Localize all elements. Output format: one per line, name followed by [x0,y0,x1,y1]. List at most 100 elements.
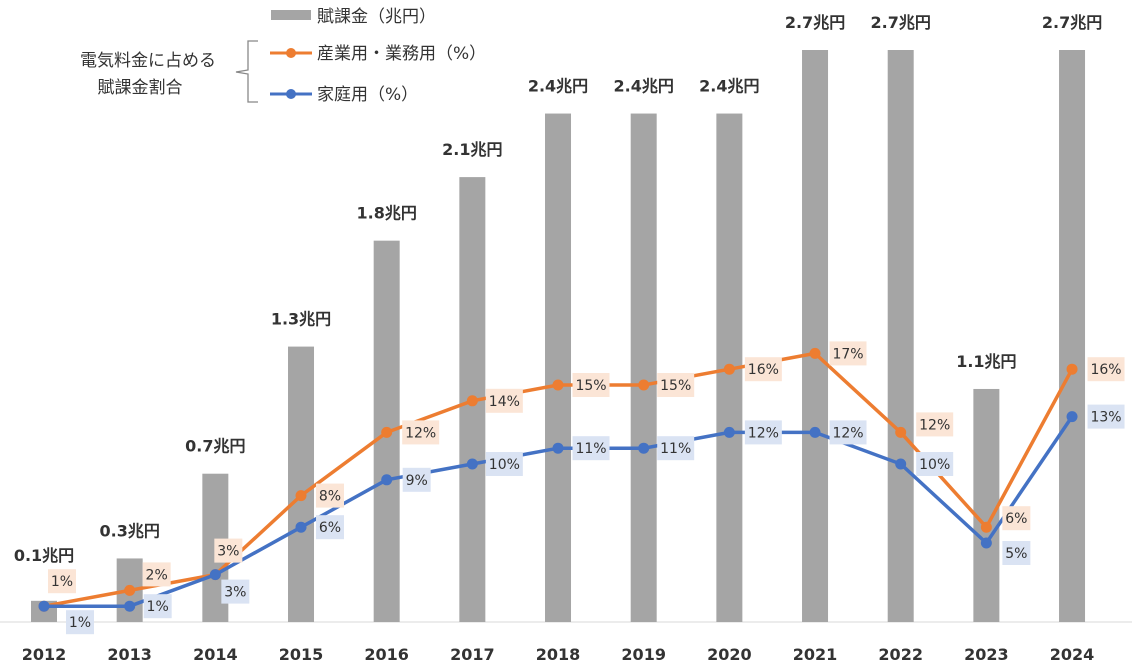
data-label: 1% [51,574,73,590]
legend-household-marker [286,89,296,99]
x-tick-label: 2018 [536,645,581,664]
legend-household-label: 家庭用（%） [317,85,418,105]
bar [887,50,914,622]
x-tick-label: 2021 [793,645,838,664]
data-label-bg [1087,404,1125,429]
data-label-bg [221,579,250,604]
data-point [38,600,50,612]
data-label-bg [744,357,782,382]
x-tick-label: 2013 [107,645,152,664]
data-label: 12% [405,425,436,441]
data-point [381,474,393,486]
data-point [638,442,650,454]
data-point [980,537,992,549]
data-point [980,521,992,533]
data-label: 10% [489,457,520,473]
x-tick-label: 2015 [279,645,324,664]
legend-group-label-2: 賦課金割合 [98,78,183,98]
data-label-bg [916,412,954,437]
data-point [466,395,478,407]
data-point [124,600,136,612]
data-point [895,426,907,438]
data-label-bg [1002,506,1031,531]
x-tick-label: 2020 [707,645,752,664]
bar [802,50,829,622]
data-label: 1% [69,615,91,631]
data-point [209,569,221,581]
data-label-bg [657,436,695,461]
data-point [1066,411,1078,423]
x-tick-label: 2019 [621,645,666,664]
x-tick-label: 2024 [1050,645,1095,664]
data-label-bg [402,467,431,492]
x-tick-label: 2014 [193,645,238,664]
data-label-bg [829,420,867,445]
data-label-bg [402,420,440,445]
data-point [1066,363,1078,375]
data-label: 16% [1090,362,1121,378]
data-point [381,426,393,438]
x-tick-label: 2012 [22,645,67,664]
bar-value-label: 2.7兆円 [1042,13,1102,32]
data-label: 9% [406,473,428,489]
data-label: 12% [919,417,950,433]
data-point [723,426,735,438]
data-label-bg [572,436,610,461]
data-label-bg [143,594,172,619]
bar-value-label: 2.4兆円 [528,77,588,96]
data-point [809,347,821,359]
data-label: 13% [1090,410,1121,426]
data-label-bg [66,610,94,635]
data-point [295,521,307,533]
data-label: 12% [832,425,863,441]
data-label-bg [657,373,695,397]
bar-value-label: 2.1兆円 [442,140,502,159]
legend-brace [235,40,258,103]
data-point [895,458,907,470]
legend-bar-label: 賦課金（兆円） [317,7,436,27]
bar-value-label: 0.1兆円 [14,546,74,565]
legend-industrial-label: 産業用・業務用（%） [317,44,486,64]
data-label-bg [48,569,76,594]
bar-value-label: 0.3兆円 [99,521,159,540]
data-label-bg [916,452,954,476]
data-label: 11% [660,441,691,457]
data-label: 16% [748,362,779,378]
legend-group-label-1: 電気料金に占める [80,51,216,71]
data-label-bg [214,538,243,563]
data-label-bg [485,452,523,476]
bar-value-label: 1.3兆円 [271,310,331,329]
data-point [809,426,821,438]
data-label: 2% [146,567,168,583]
data-point [552,442,564,454]
data-point [124,584,136,596]
data-point [552,379,564,391]
data-label: 5% [1005,546,1027,562]
bar [545,113,572,623]
x-tick-label: 2016 [364,645,409,664]
data-label-bg [1087,357,1125,382]
bar [630,113,657,623]
data-point [466,458,478,470]
data-label: 1% [147,599,169,615]
bar-value-label: 2.7兆円 [871,13,931,32]
data-label: 8% [319,489,341,505]
bar-value-label: 2.4兆円 [699,77,759,96]
data-point [638,379,650,391]
x-tick-label: 2023 [964,645,1009,664]
data-label-bg [142,562,171,587]
data-label-bg [316,515,345,540]
x-tick-label: 2017 [450,645,495,664]
data-label-bg [829,341,867,366]
bar-value-label: 0.7兆円 [185,437,245,456]
bar-value-label: 2.4兆円 [614,77,674,96]
data-label: 3% [217,544,239,560]
x-tick-label: 2022 [878,645,923,664]
bar [288,346,315,622]
data-label-bg [1002,541,1031,565]
bar [1059,50,1086,622]
data-point [723,363,735,375]
legend: 賦課金（兆円） 産業用・業務用（%） 家庭用（%） 電気料金に占める 賦課金割合 [80,7,486,105]
data-label: 14% [489,394,520,410]
